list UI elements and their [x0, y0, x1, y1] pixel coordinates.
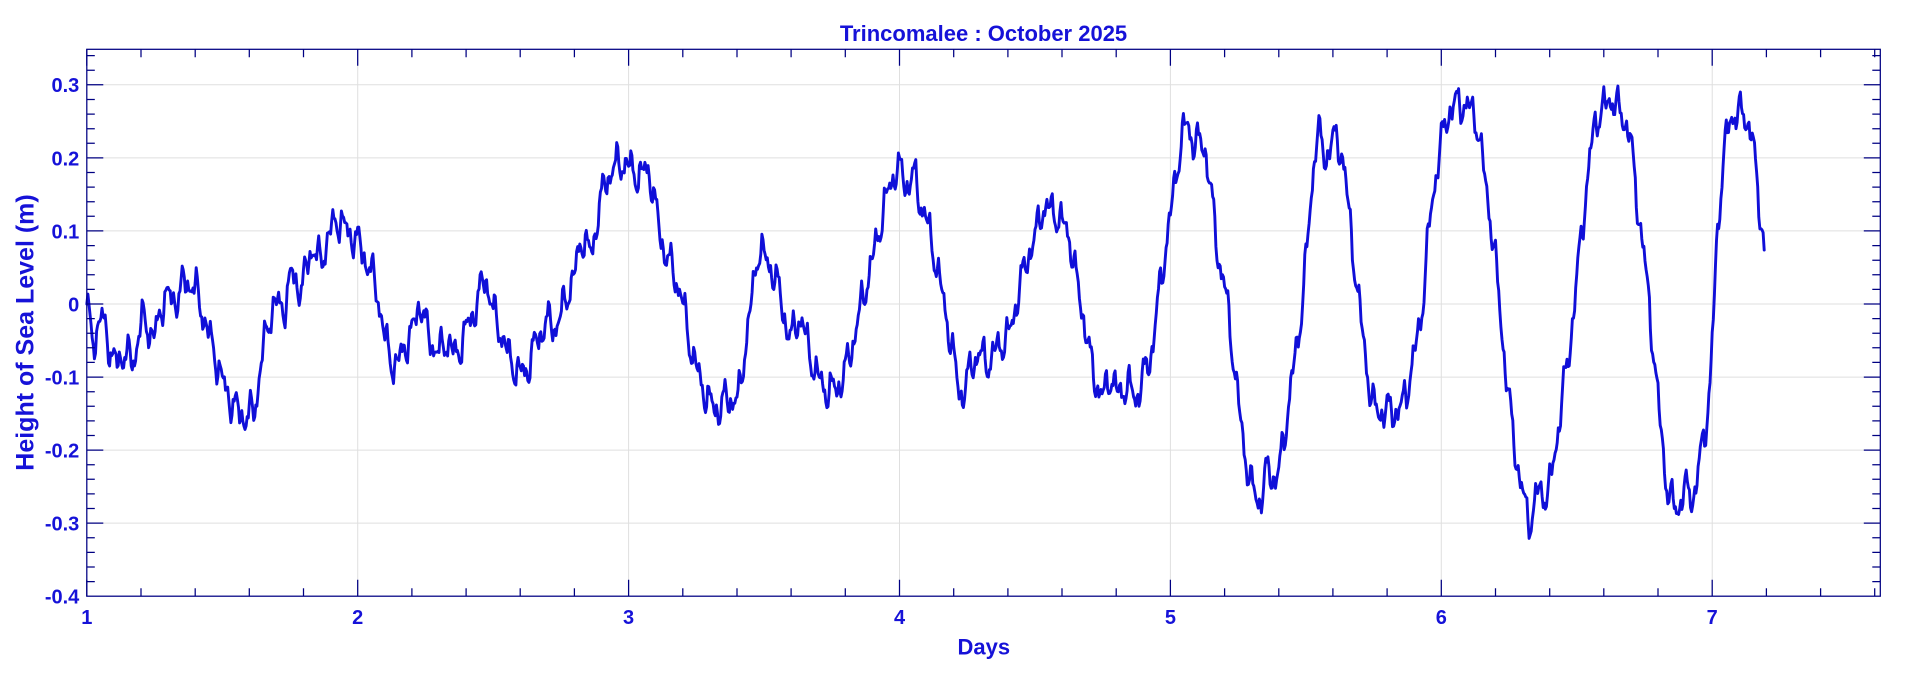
svg-text:2: 2 [352, 607, 363, 629]
svg-text:7: 7 [1707, 607, 1718, 629]
svg-text:Height of Sea Level (m): Height of Sea Level (m) [12, 194, 40, 470]
svg-text:1: 1 [81, 607, 92, 629]
svg-text:3: 3 [623, 607, 634, 629]
svg-text:-0.2: -0.2 [45, 441, 79, 463]
svg-text:6: 6 [1436, 607, 1447, 629]
svg-text:-0.3: -0.3 [45, 514, 79, 536]
svg-text:0.1: 0.1 [51, 221, 79, 243]
svg-text:4: 4 [894, 607, 906, 629]
svg-text:-0.4: -0.4 [45, 587, 80, 609]
svg-text:0: 0 [68, 294, 79, 316]
svg-text:5: 5 [1165, 607, 1176, 629]
svg-text:Trincomalee : October 2025: Trincomalee : October 2025 [840, 21, 1127, 46]
svg-text:Days: Days [958, 635, 1011, 660]
svg-text:-0.1: -0.1 [45, 367, 79, 389]
svg-text:0.2: 0.2 [51, 148, 79, 170]
svg-text:0.3: 0.3 [51, 75, 79, 97]
